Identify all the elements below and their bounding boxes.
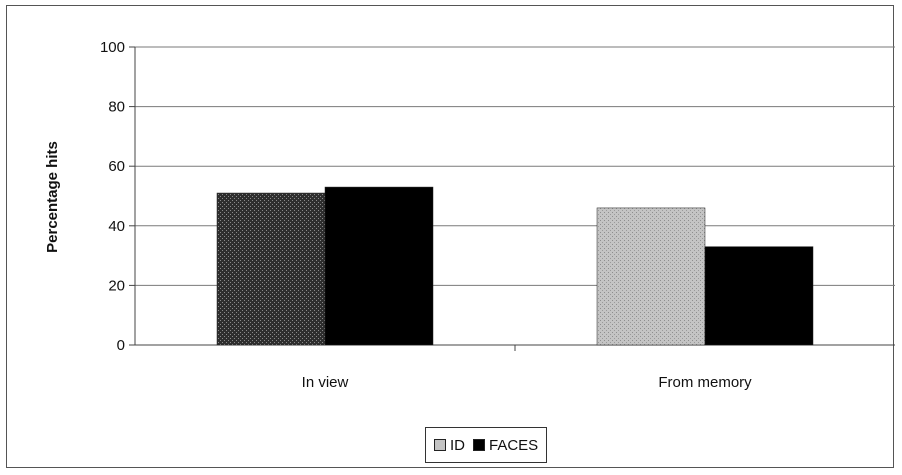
y-tick-label: 40 <box>108 218 125 235</box>
y-axis-label: Percentage hits <box>44 141 61 253</box>
y-tick-label: 100 <box>100 39 125 56</box>
bars <box>216 186 814 346</box>
bar-id-in-view <box>216 192 326 346</box>
legend-item-faces: FACES <box>473 437 538 454</box>
y-tick-label: 60 <box>108 158 125 175</box>
legend-label-faces: FACES <box>489 436 539 454</box>
legend: ID FACES <box>425 427 548 463</box>
labels: 0 20 40 60 80 100 In view From memory <box>100 39 752 391</box>
bar-id-from-memory <box>596 207 706 346</box>
chart-frame <box>6 5 894 468</box>
x-category-label: In view <box>302 374 349 391</box>
bar-faces-in-view <box>324 186 434 346</box>
bar-faces-from-memory <box>704 246 814 346</box>
x-category-label: From memory <box>658 374 752 391</box>
y-tick-label: 80 <box>108 99 125 116</box>
y-tick-label: 0 <box>117 337 125 354</box>
legend-swatch-id <box>434 439 446 451</box>
legend-label-id: ID <box>450 436 465 454</box>
legend-item-id: ID <box>434 437 465 454</box>
y-tick-label: 20 <box>108 277 125 294</box>
legend-swatch-faces <box>473 439 485 451</box>
